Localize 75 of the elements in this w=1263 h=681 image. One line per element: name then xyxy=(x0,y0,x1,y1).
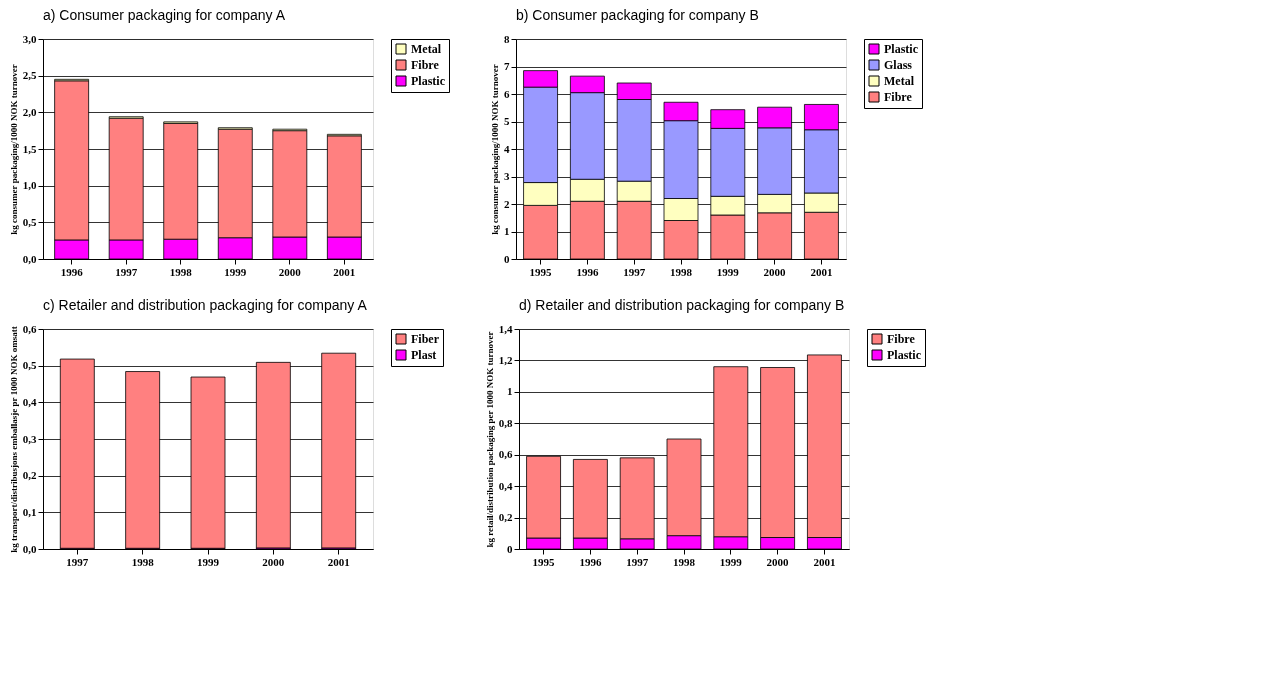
x-tick-label: 1996 xyxy=(576,265,599,278)
y-tick-label: 1,0 xyxy=(22,179,37,192)
y-tick-label: 0,5 xyxy=(22,215,37,228)
legend-label: Fibre xyxy=(411,58,440,72)
x-tick-label: 1999 xyxy=(719,555,743,568)
x-tick-label: 1997 xyxy=(626,555,649,568)
y-tick-label: 0,2 xyxy=(22,469,37,482)
legend-label: Fibre xyxy=(884,90,913,104)
y-axis-title: kg consumer packaging/1000 NOK turnover xyxy=(8,64,19,235)
x-tick-label: 2001 xyxy=(327,555,350,568)
x-tick-label: 2000 xyxy=(262,555,285,568)
x-tick-label: 1995 xyxy=(532,555,556,568)
x-tick-label: 2000 xyxy=(278,265,302,278)
x-tick-label: 1995 xyxy=(529,265,553,278)
chart-title: a) Consumer packaging for company A xyxy=(43,7,286,23)
chart-title: c) Retailer and distribution packaging for company A xyxy=(43,297,368,313)
y-tick-label: 0,3 xyxy=(22,432,37,445)
x-tick-label: 1998 xyxy=(670,265,693,278)
x-tick-label: 2001 xyxy=(333,265,356,278)
legend-label: Plastic xyxy=(887,348,922,362)
y-tick-label: 0,6 xyxy=(498,448,513,461)
y-tick-label: 3,0 xyxy=(22,32,37,45)
x-tick-label: 2001 xyxy=(813,555,836,568)
x-tick-label: 1999 xyxy=(224,265,247,278)
legend-label: Plast xyxy=(411,348,437,362)
y-tick-label: 6 xyxy=(504,87,510,100)
y-tick-label: 2,5 xyxy=(22,69,37,82)
y-tick-label: 8 xyxy=(504,32,510,45)
y-tick-label: 1 xyxy=(504,225,510,237)
x-tick-label: 1999 xyxy=(716,265,740,278)
y-tick-label: 0,8 xyxy=(498,416,513,429)
y-axis-title: kg transport/distribusjons emballasje pr 1000 NOK omsatt xyxy=(8,326,19,553)
x-tick-label: 1998 xyxy=(131,555,155,568)
y-tick-label: 0,2 xyxy=(498,511,513,524)
chart-title: d) Retailer and distribution packaging for company B xyxy=(519,297,845,313)
chart-title: b) Consumer packaging for company B xyxy=(516,7,759,23)
y-axis-title: kg consumer packaging/1000 NOK turnover xyxy=(490,64,500,235)
y-tick-label: 7 xyxy=(504,60,510,72)
legend-label: Fibre xyxy=(887,332,916,346)
y-tick-label: 3 xyxy=(504,170,510,182)
x-tick-label: 2000 xyxy=(766,555,790,568)
y-tick-label: 2,0 xyxy=(22,105,37,118)
x-tick-label: 1999 xyxy=(197,555,220,568)
x-tick-label: 1996 xyxy=(60,265,84,278)
y-tick-label: 0 xyxy=(507,542,513,555)
y-tick-label: 1,5 xyxy=(22,142,37,155)
legend-label: Metal xyxy=(884,74,915,88)
legend-label: Glass xyxy=(884,58,913,72)
y-tick-label: 2 xyxy=(504,197,510,210)
x-tick-label: 1998 xyxy=(169,265,193,278)
legend-label: Fiber xyxy=(411,332,440,346)
legend-label: Plastic xyxy=(884,42,919,56)
y-tick-label: 1,2 xyxy=(498,353,513,366)
y-axis-title: kg retail/distribution packaging per 1000 NOK turnover xyxy=(484,331,495,548)
y-tick-label: 0,5 xyxy=(22,359,37,372)
x-tick-label: 1998 xyxy=(673,555,696,568)
y-tick-label: 0,0 xyxy=(22,252,37,265)
legend-label: Plastic xyxy=(411,74,446,88)
x-tick-label: 2001 xyxy=(810,265,833,278)
legend-label: Metal xyxy=(411,42,442,56)
y-tick-label: 1 xyxy=(507,385,513,398)
x-tick-label: 1997 xyxy=(66,555,89,568)
x-tick-label: 1996 xyxy=(579,555,602,568)
y-tick-label: 0,6 xyxy=(22,322,37,335)
y-tick-label: 5 xyxy=(504,115,510,127)
y-tick-label: 0 xyxy=(504,252,510,265)
y-tick-label: 0,1 xyxy=(22,505,37,518)
y-tick-label: 1,4 xyxy=(498,322,513,335)
x-tick-label: 1997 xyxy=(623,265,646,278)
y-tick-label: 4 xyxy=(504,142,510,155)
y-tick-label: 0,4 xyxy=(22,395,37,408)
y-tick-label: 0,4 xyxy=(498,479,513,492)
x-tick-label: 1997 xyxy=(115,265,138,278)
x-tick-label: 2000 xyxy=(763,265,787,278)
y-tick-label: 0,0 xyxy=(22,542,37,555)
